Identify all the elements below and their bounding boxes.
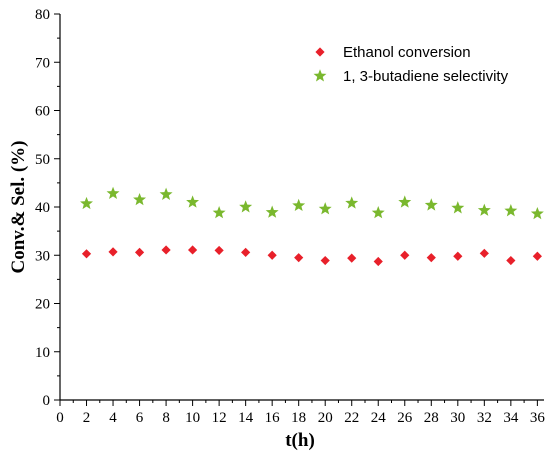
selectivity-point bbox=[80, 196, 93, 210]
conversion-point bbox=[373, 256, 383, 267]
x-tick-label: 32 bbox=[477, 410, 492, 426]
conversion-point bbox=[161, 245, 171, 255]
x-tick-label: 0 bbox=[56, 410, 64, 426]
y-tick-label: 30 bbox=[35, 248, 50, 264]
conversion-point bbox=[241, 247, 251, 257]
legend-item: Ethanol conversion bbox=[315, 44, 471, 61]
x-tick-label: 22 bbox=[344, 410, 359, 426]
selectivity-point bbox=[265, 205, 279, 218]
ticks: 0 2 4 6 8 10 12 14 16 18 20 22 24 26 28 30 32 34 360102030… bbox=[35, 7, 545, 426]
conversion-point bbox=[188, 245, 198, 255]
x-tick-label: 6 bbox=[136, 410, 144, 426]
y-axis-title: Conv.& Sel. (%) bbox=[8, 141, 29, 274]
x-tick-label: 16 bbox=[265, 410, 281, 426]
selectivity-point bbox=[371, 205, 385, 219]
conversion-point bbox=[479, 248, 489, 258]
x-tick-label: 14 bbox=[238, 410, 254, 426]
selectivity-point bbox=[212, 205, 226, 219]
legend-label: 1, 3-butadiene selectivity bbox=[343, 68, 509, 85]
x-tick-label: 10 bbox=[185, 410, 200, 426]
selectivity-point bbox=[451, 201, 465, 214]
selectivity-point bbox=[106, 186, 120, 199]
x-tick-label: 26 bbox=[397, 410, 413, 426]
y-tick-label: 40 bbox=[35, 200, 50, 216]
x-axis-title: t(h) bbox=[285, 430, 315, 451]
conversion-point bbox=[426, 253, 436, 263]
conversion-point bbox=[347, 253, 357, 263]
x-tick-label: 8 bbox=[162, 410, 170, 426]
conversion-point bbox=[294, 253, 304, 263]
conversion-point bbox=[134, 247, 145, 257]
conversion-point bbox=[506, 255, 516, 266]
y-tick-label: 0 bbox=[43, 393, 51, 409]
selectivity-point bbox=[239, 200, 253, 213]
x-tick-label: 12 bbox=[212, 410, 227, 426]
y-tick-label: 80 bbox=[35, 7, 50, 23]
x-tick-label: 4 bbox=[109, 410, 117, 426]
selectivity-point bbox=[292, 198, 306, 212]
selectivity-point bbox=[159, 187, 173, 200]
conversion-point bbox=[320, 255, 330, 266]
x-tick-label: 18 bbox=[291, 410, 306, 426]
y-tick-label: 10 bbox=[35, 345, 50, 361]
conversion-point bbox=[532, 251, 542, 261]
x-tick-label: 28 bbox=[424, 410, 439, 426]
conversion-point bbox=[267, 250, 277, 260]
selectivity-point bbox=[133, 192, 147, 206]
series-butadiene-selectivity bbox=[80, 186, 544, 220]
y-tick-label: 60 bbox=[35, 104, 50, 120]
legend-star-marker bbox=[313, 69, 327, 82]
conversion-point bbox=[400, 250, 410, 260]
x-tick-label: 36 bbox=[530, 410, 546, 426]
y-tick-label: 50 bbox=[35, 152, 50, 168]
conversion-point bbox=[108, 247, 118, 257]
x-tick-label: 34 bbox=[503, 410, 519, 426]
selectivity-point bbox=[477, 203, 491, 216]
selectivity-point bbox=[530, 206, 544, 220]
y-tick-label: 70 bbox=[35, 55, 50, 71]
legend: Ethanol conversion 1, 3-butadiene selecti… bbox=[313, 44, 509, 85]
conversion-point bbox=[81, 249, 92, 259]
y-tick-label: 20 bbox=[35, 297, 50, 313]
selectivity-point bbox=[318, 202, 332, 215]
legend-item: 1, 3-butadiene selectivity bbox=[313, 68, 509, 85]
legend-label: Ethanol conversion bbox=[343, 44, 471, 61]
legend-diamond-marker bbox=[315, 47, 325, 57]
x-tick-label: 30 bbox=[450, 410, 465, 426]
selectivity-point bbox=[345, 196, 359, 209]
series-ethanol-conversion bbox=[81, 245, 542, 267]
selectivity-point bbox=[504, 204, 518, 217]
x-tick-label: 20 bbox=[318, 410, 333, 426]
conversion-point bbox=[453, 251, 463, 261]
conversion-point bbox=[214, 245, 224, 256]
selectivity-point bbox=[398, 195, 412, 208]
x-tick-label: 24 bbox=[371, 410, 387, 426]
x-tick-label: 2 bbox=[83, 410, 91, 426]
selectivity-point bbox=[424, 198, 438, 211]
data-points bbox=[80, 186, 544, 267]
selectivity-point bbox=[186, 195, 200, 208]
